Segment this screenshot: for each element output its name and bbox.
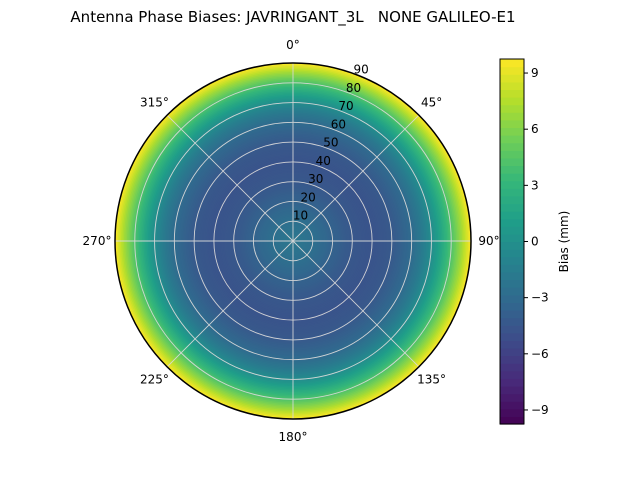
colorbar-tick-label: −6 [531,347,549,361]
polar-grid [115,63,471,419]
grid-spoke [292,240,420,368]
r-tick-labels: 10 20 30 40 50 60 70 80 90 [293,63,369,223]
r-tick-label: 60 [331,117,346,131]
outer-spine [114,62,472,420]
colorbar: 9 6 3 0 −3 −6 −9 Bias (mm) [499,58,571,425]
colorbar-tick-label: 6 [531,122,539,136]
theta-tick-label: 270° [83,234,112,248]
colorbar-axis-label: Bias (mm) [557,211,571,273]
grid-spoke [166,114,294,242]
r-tick-label: 40 [316,154,331,168]
theta-tick-label: 90° [478,234,499,248]
theta-tick-label: 225° [140,373,169,387]
theta-tick-label: 45° [421,95,442,109]
r-tick-label: 80 [346,81,361,95]
grid-spoke [166,240,294,368]
r-tick-label: 70 [338,99,353,113]
chart-title: Antenna Phase Biases: JAVRINGANT_3L NONE… [70,8,516,26]
theta-tick-label: 0° [286,38,300,52]
theta-tick-label: 135° [417,373,446,387]
r-tick-label: 50 [323,136,338,150]
theta-tick-label: 180° [279,430,308,444]
colorbar-tick-label: 0 [531,235,539,249]
r-tick-label: 30 [308,172,323,186]
colorbar-tick-label: 3 [531,178,539,192]
r-tick-label: 20 [300,190,315,204]
colorbar-tick-label: −3 [531,291,549,305]
colorbar-tick-label: −9 [531,403,549,417]
r-tick-label: 90 [353,63,368,77]
r-tick-label: 10 [293,209,308,223]
theta-tick-labels: 0° 45° 90° 135° 180° 225° 270° 315° [83,38,500,444]
theta-tick-label: 315° [140,95,169,109]
colorbar-tick-label: 9 [531,66,539,80]
grid-spoke [292,114,420,242]
